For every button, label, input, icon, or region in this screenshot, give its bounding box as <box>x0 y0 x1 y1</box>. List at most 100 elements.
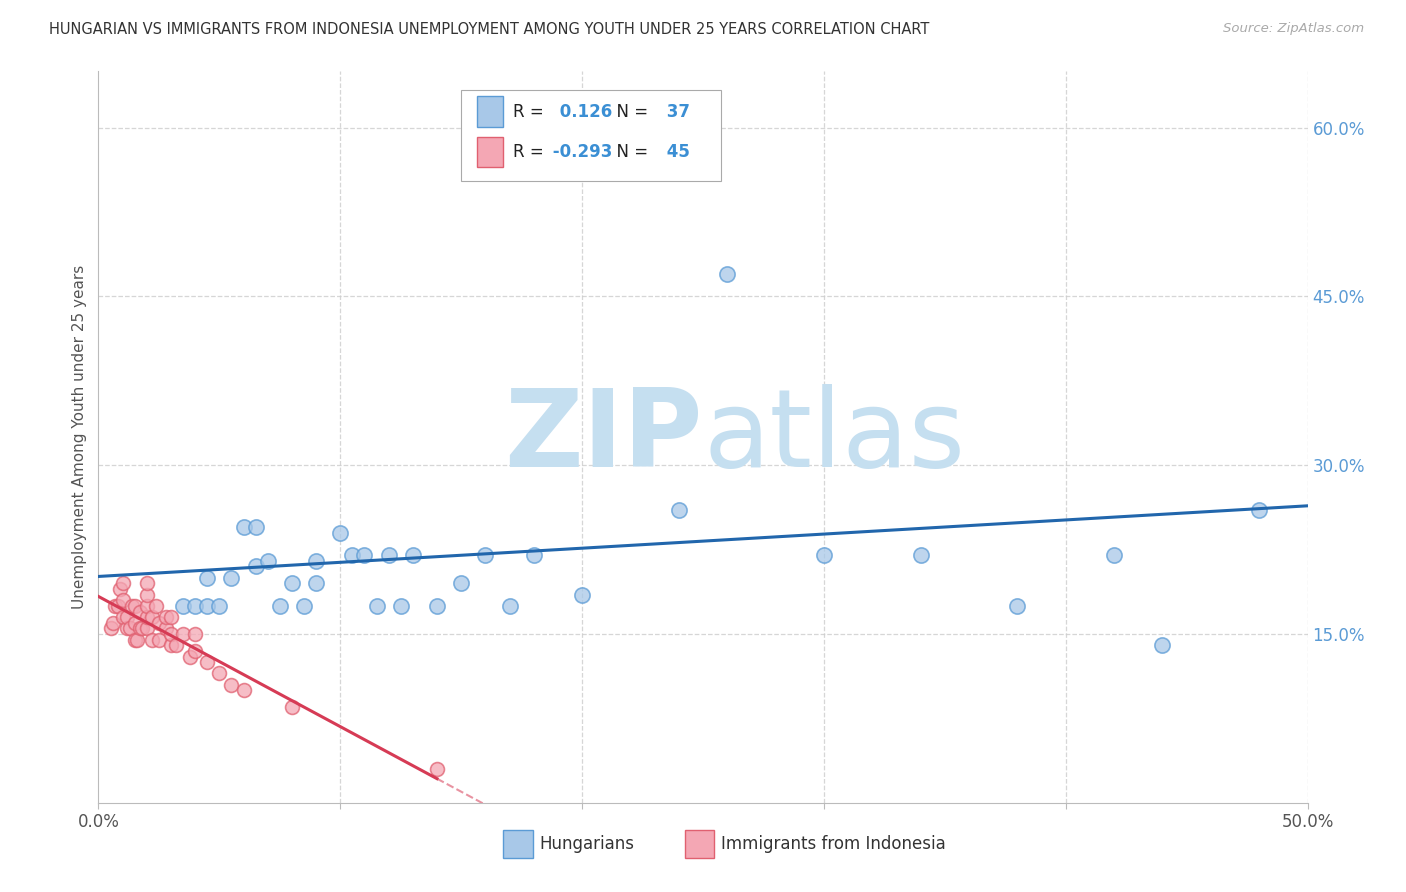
Text: 37: 37 <box>661 103 690 120</box>
Point <box>111 576 134 591</box>
Text: 0.126: 0.126 <box>554 103 613 120</box>
Point <box>619 120 641 135</box>
Text: atlas: atlas <box>703 384 965 490</box>
Bar <box>477 96 503 127</box>
Point <box>195 599 218 613</box>
Point <box>111 610 134 624</box>
Point <box>128 605 150 619</box>
Point <box>221 678 243 692</box>
Text: 45: 45 <box>661 143 689 161</box>
Point <box>184 627 207 641</box>
Point <box>256 554 278 568</box>
Point <box>141 610 163 624</box>
Point <box>353 548 375 562</box>
Point <box>127 632 149 647</box>
Point <box>208 599 231 613</box>
Point <box>117 610 139 624</box>
Text: R =: R = <box>513 143 544 161</box>
Point <box>145 599 167 613</box>
Point <box>245 520 267 534</box>
Point <box>172 627 194 641</box>
Point <box>124 632 146 647</box>
Point <box>377 548 399 562</box>
Point <box>402 548 425 562</box>
Point <box>450 576 472 591</box>
Point <box>281 700 304 714</box>
Point <box>184 644 207 658</box>
Point <box>184 599 207 613</box>
Point <box>366 599 388 613</box>
Point <box>111 593 134 607</box>
Point <box>389 599 412 613</box>
Point <box>571 588 593 602</box>
Point <box>179 649 201 664</box>
Point <box>128 621 150 635</box>
Text: R =: R = <box>513 103 544 120</box>
Point <box>1249 503 1271 517</box>
Point <box>104 599 127 613</box>
Point <box>101 615 124 630</box>
Point <box>118 621 141 635</box>
Point <box>245 559 267 574</box>
Point <box>117 621 139 635</box>
Point <box>135 588 157 602</box>
Text: Hungarians: Hungarians <box>540 835 634 853</box>
Point <box>1152 638 1174 652</box>
Point <box>716 267 738 281</box>
Point <box>108 582 131 596</box>
Point <box>281 576 304 591</box>
Point <box>135 610 157 624</box>
Point <box>131 621 153 635</box>
Text: HUNGARIAN VS IMMIGRANTS FROM INDONESIA UNEMPLOYMENT AMONG YOUTH UNDER 25 YEARS C: HUNGARIAN VS IMMIGRANTS FROM INDONESIA U… <box>49 22 929 37</box>
Point <box>155 621 177 635</box>
Point <box>172 599 194 613</box>
Point <box>474 548 496 562</box>
Point <box>232 520 254 534</box>
Point <box>121 599 143 613</box>
Point <box>135 621 157 635</box>
FancyBboxPatch shape <box>461 90 721 181</box>
Point <box>135 599 157 613</box>
Text: N =: N = <box>606 103 648 120</box>
Point <box>148 615 170 630</box>
Point <box>165 638 187 652</box>
Text: N =: N = <box>606 143 648 161</box>
Point <box>124 599 146 613</box>
Point <box>269 599 291 613</box>
Point <box>232 683 254 698</box>
Point <box>292 599 315 613</box>
Point <box>426 762 449 776</box>
Point <box>107 599 129 613</box>
Y-axis label: Unemployment Among Youth under 25 years: Unemployment Among Youth under 25 years <box>72 265 87 609</box>
Point <box>160 638 183 652</box>
Text: -0.293: -0.293 <box>547 143 613 161</box>
Point <box>195 571 218 585</box>
Point <box>160 610 183 624</box>
Point <box>813 548 835 562</box>
Point <box>124 615 146 630</box>
Text: Source: ZipAtlas.com: Source: ZipAtlas.com <box>1223 22 1364 36</box>
Point <box>305 554 328 568</box>
Bar <box>685 830 714 858</box>
Point <box>100 621 122 635</box>
Text: Immigrants from Indonesia: Immigrants from Indonesia <box>721 835 946 853</box>
Point <box>523 548 546 562</box>
Point <box>426 599 449 613</box>
Point <box>910 548 932 562</box>
Point <box>155 610 177 624</box>
Bar <box>503 830 533 858</box>
Point <box>342 548 364 562</box>
Point <box>135 576 157 591</box>
Point <box>498 599 520 613</box>
Point <box>195 655 218 669</box>
Point <box>1007 599 1029 613</box>
Bar <box>477 136 503 168</box>
Point <box>141 632 163 647</box>
Point <box>148 632 170 647</box>
Point <box>160 627 183 641</box>
Point <box>329 525 352 540</box>
Text: ZIP: ZIP <box>505 384 703 490</box>
Point <box>208 666 231 681</box>
Point <box>668 503 690 517</box>
Point <box>221 571 243 585</box>
